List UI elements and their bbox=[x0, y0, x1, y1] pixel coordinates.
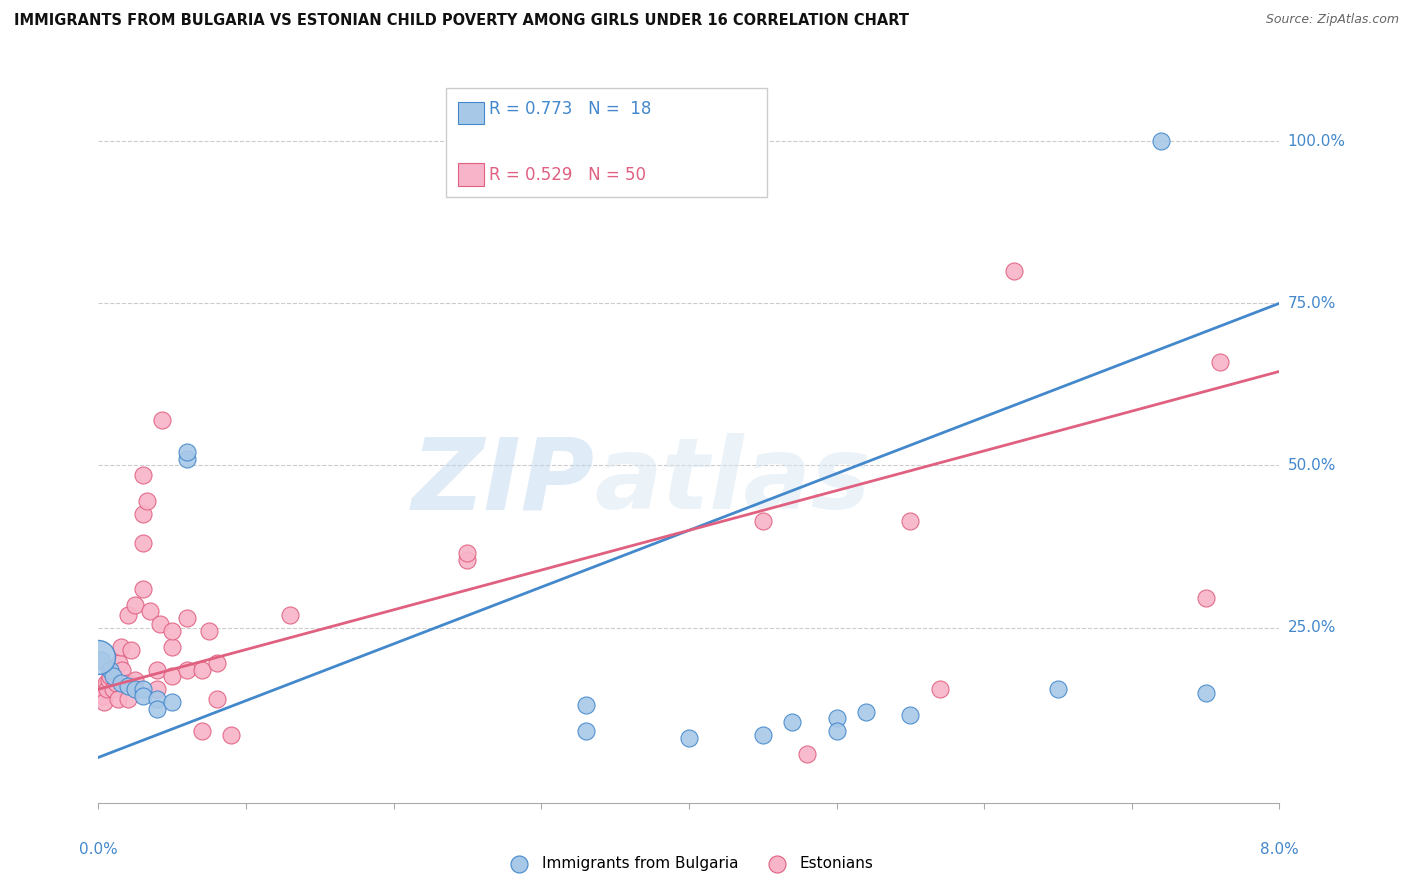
Point bbox=[146, 682, 169, 697]
Point bbox=[87, 649, 110, 664]
Point bbox=[107, 692, 129, 706]
Point bbox=[96, 682, 118, 697]
Text: 100.0%: 100.0% bbox=[1288, 134, 1346, 149]
Text: R = 0.773   N =  18: R = 0.773 N = 18 bbox=[489, 100, 651, 118]
Point bbox=[103, 666, 124, 681]
Point bbox=[278, 607, 301, 622]
Point bbox=[117, 679, 139, 693]
Point bbox=[91, 689, 114, 703]
Point bbox=[162, 624, 183, 638]
Point bbox=[111, 663, 134, 677]
Point bbox=[898, 708, 921, 723]
Point bbox=[678, 731, 700, 745]
Point bbox=[191, 663, 214, 677]
Point bbox=[162, 695, 183, 709]
Point bbox=[796, 747, 818, 761]
Point bbox=[176, 452, 198, 467]
Point bbox=[146, 702, 169, 716]
Point bbox=[136, 494, 159, 508]
Point bbox=[98, 663, 121, 677]
Point bbox=[191, 724, 214, 739]
Point bbox=[117, 607, 139, 622]
Point bbox=[124, 673, 146, 687]
Text: R = 0.529   N = 50: R = 0.529 N = 50 bbox=[489, 166, 647, 184]
Point bbox=[198, 624, 221, 638]
Point bbox=[132, 582, 155, 596]
Point bbox=[1194, 685, 1216, 699]
Point bbox=[103, 682, 124, 697]
Point bbox=[132, 536, 155, 550]
Text: ZIP: ZIP bbox=[412, 434, 595, 530]
Point bbox=[205, 657, 228, 671]
Point bbox=[574, 724, 596, 739]
Point bbox=[146, 692, 169, 706]
Point bbox=[132, 468, 155, 483]
Point bbox=[103, 669, 124, 683]
Point bbox=[117, 692, 139, 706]
Point bbox=[176, 445, 198, 459]
Point bbox=[1194, 591, 1216, 606]
Point bbox=[1046, 682, 1069, 697]
Point bbox=[132, 689, 155, 703]
Point bbox=[219, 728, 242, 742]
Point bbox=[162, 669, 183, 683]
Point bbox=[98, 669, 121, 683]
Point bbox=[176, 611, 198, 625]
Point bbox=[205, 692, 228, 706]
Point bbox=[898, 514, 921, 528]
Text: 25.0%: 25.0% bbox=[1288, 620, 1336, 635]
Point bbox=[751, 728, 773, 742]
Point bbox=[782, 714, 804, 729]
Point bbox=[117, 675, 139, 690]
Point bbox=[94, 675, 117, 690]
Text: IMMIGRANTS FROM BULGARIA VS ESTONIAN CHILD POVERTY AMONG GIRLS UNDER 16 CORRELAT: IMMIGRANTS FROM BULGARIA VS ESTONIAN CHI… bbox=[14, 13, 910, 29]
Point bbox=[108, 657, 131, 671]
Text: 8.0%: 8.0% bbox=[1260, 842, 1299, 856]
Point bbox=[110, 675, 132, 690]
Point bbox=[149, 617, 172, 632]
Point bbox=[97, 673, 120, 687]
Point bbox=[1150, 134, 1173, 148]
Point bbox=[456, 552, 478, 566]
Point bbox=[132, 507, 155, 521]
Point bbox=[574, 698, 596, 713]
Point bbox=[928, 682, 950, 697]
Point bbox=[1209, 354, 1232, 368]
Text: Source: ZipAtlas.com: Source: ZipAtlas.com bbox=[1265, 13, 1399, 27]
Point bbox=[456, 546, 478, 560]
Point bbox=[93, 695, 115, 709]
Point bbox=[162, 640, 183, 654]
Point bbox=[150, 413, 173, 427]
Point bbox=[855, 705, 877, 719]
Point bbox=[124, 682, 146, 697]
Point bbox=[751, 514, 773, 528]
Point bbox=[124, 598, 146, 612]
Point bbox=[146, 663, 169, 677]
Point bbox=[110, 640, 132, 654]
Point bbox=[825, 724, 848, 739]
Point bbox=[825, 711, 848, 725]
Point bbox=[176, 663, 198, 677]
Text: 75.0%: 75.0% bbox=[1288, 296, 1336, 310]
Point bbox=[1002, 264, 1025, 278]
Text: 50.0%: 50.0% bbox=[1288, 458, 1336, 473]
Text: atlas: atlas bbox=[595, 434, 870, 530]
Point bbox=[120, 643, 142, 657]
Text: 0.0%: 0.0% bbox=[79, 842, 118, 856]
Point bbox=[105, 675, 128, 690]
Point bbox=[90, 682, 112, 697]
Point bbox=[90, 653, 112, 667]
Point bbox=[139, 604, 162, 618]
Point bbox=[132, 682, 155, 697]
Legend: Immigrants from Bulgaria, Estonians: Immigrants from Bulgaria, Estonians bbox=[498, 850, 880, 877]
